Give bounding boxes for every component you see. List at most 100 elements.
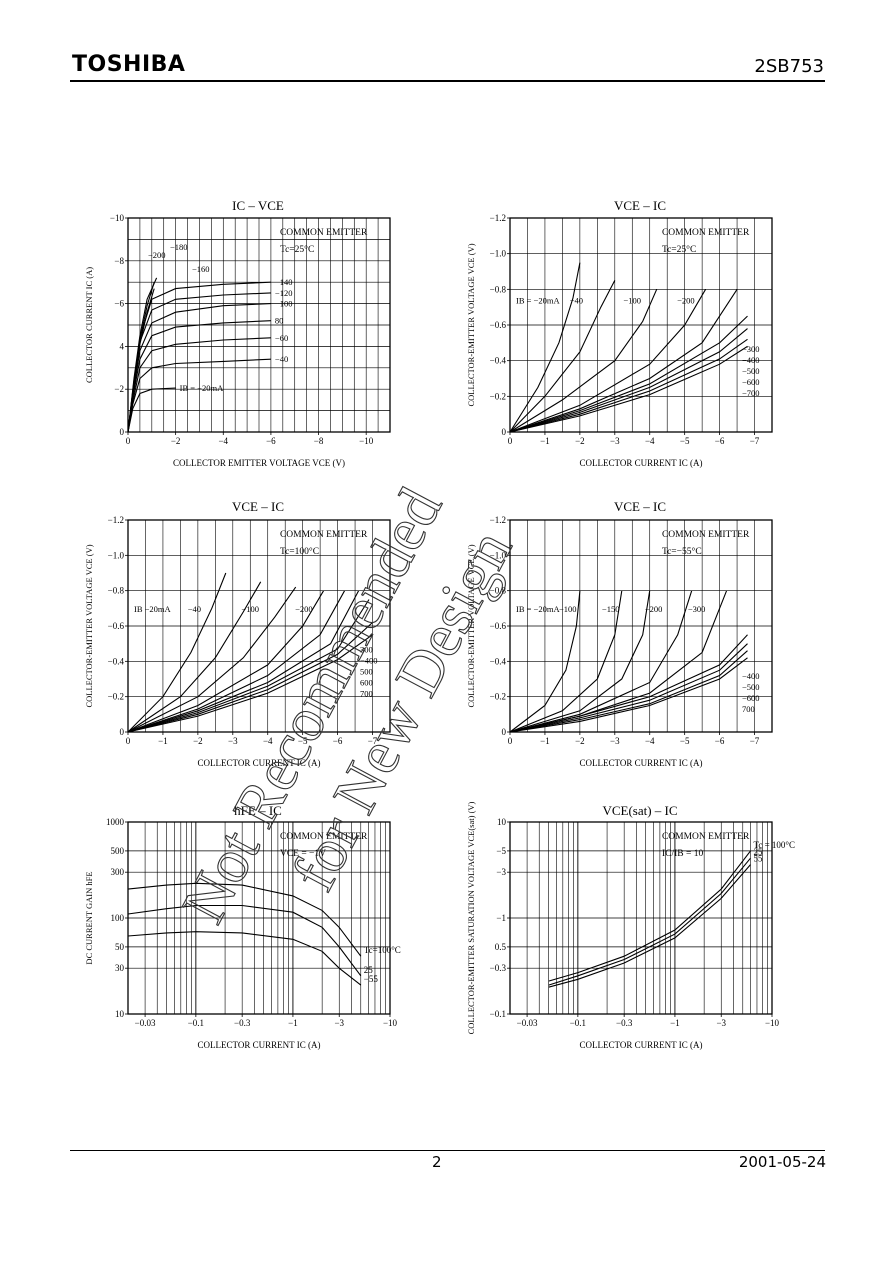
series-line [127,586,297,733]
y-axis-label: COLLECTOR-EMITTER VOLTAGE VCE (V) [84,544,94,707]
curve-label: −100 [559,604,577,614]
y-tick-label: 30 [115,963,125,973]
series-line [127,337,271,433]
series-line [509,315,748,433]
chart-annotation: Tc=25°C [662,244,696,255]
footer-rule [70,1150,825,1151]
series-line [509,280,616,433]
series-line [127,358,271,433]
x-tick-label: 0 [508,736,513,746]
curve-label: IB = −20mA [516,604,560,614]
curve-label: 700 [360,689,373,699]
series-line [509,590,623,733]
chart-annotation: COMMON EMITTER [280,228,368,238]
x-tick-label: −10 [765,1018,780,1028]
y-tick-label: −1.2 [490,213,506,223]
x-tick-label: −4 [263,736,273,746]
series-line [509,590,581,733]
curve-label: −40 [188,604,201,614]
x-axis-label: COLLECTOR CURRENT IC (A) [580,758,703,768]
series-line [509,657,748,733]
x-axis-label: COLLECTOR CURRENT IC (A) [580,1040,703,1050]
series-label: 25 [364,965,374,975]
y-tick-label: 10 [497,817,507,827]
chart-vce_ic_m55: 0 −1 −2 −3 −4 −5 −6 −7 0 −0.2 −0.4 −0.6 −0.8 −1.0 −1.2… [466,499,773,768]
chart-title: hFE – IC [234,803,282,818]
series-line [509,328,748,433]
x-tick-label: 0 [508,436,513,446]
x-tick-label: −10 [383,1018,398,1028]
x-tick-label: −1 [158,736,168,746]
x-tick-label: −3 [610,736,620,746]
curve-label: −200 [645,604,663,614]
x-tick-label: −7 [368,736,378,746]
y-tick-label: 4 [120,341,125,351]
y-tick-label: −0.2 [490,692,506,702]
curve-label: 300 [360,645,373,655]
chart-title: VCE – IC [614,499,666,514]
y-axis-label: DC CURRENT GAIN hFE [84,871,94,964]
series-line [127,634,373,733]
chart-annotation: COMMON EMITTER [662,228,750,238]
y-axis-label: COLLECTOR-EMITTER VOLTAGE VCE (V) [466,544,476,707]
series-line [127,572,227,733]
curve-label: 600 [360,678,373,688]
series-label: Tc=100°C [364,945,401,955]
curve-label: −600 [742,693,760,703]
chart-vce_ic_100: 0 −1 −2 −3 −4 −5 −6 −7 0 −0.2 −0.4 −0.6 −0.8 −1.0 −1.2… [84,499,391,768]
curve-label: 80 [275,316,284,326]
series-line [127,622,373,733]
y-tick-label: 1000 [106,817,125,827]
x-tick-label: −0.3 [234,1018,251,1028]
chart-annotation: Tc=100°C [280,546,319,557]
curve-label: −300 [688,604,706,614]
brand-logo: TOSHIBA [72,52,186,77]
y-tick-label: −0.6 [490,320,507,330]
x-axis-label: COLLECTOR EMITTER VOLTAGE VCE (V) [173,458,345,468]
curve-label: −40 [570,296,583,306]
curve-label: −400 [742,671,760,681]
y-tick-label: 0 [502,727,507,737]
y-tick-label: −10 [110,213,125,223]
x-tick-label: −8 [314,436,324,446]
curve-label: −200 [677,296,695,306]
y-axis-label: COLLECTOR-EMITTER VOLTAGE VCE (V) [466,243,476,406]
y-tick-label: −1.0 [490,550,507,560]
x-tick-label: −1 [670,1018,680,1028]
x-tick-label: −4 [645,736,655,746]
x-tick-label: −6 [715,736,725,746]
x-tick-label: 0 [126,436,131,446]
y-tick-label: −2 [114,384,124,394]
plot-frame [127,217,391,433]
chart-annotation: COMMON EMITTER [280,530,368,540]
curve-label: −600 [742,377,760,387]
curve-label: −60 [275,333,288,343]
x-tick-label: −2 [171,436,181,446]
curve-label: IB = −20mA [516,296,560,306]
y-tick-label: −3 [496,867,506,877]
part-number: 2SB753 [754,56,824,77]
x-tick-label: −0.1 [188,1018,204,1028]
curve-label: −400 [360,656,378,666]
x-tick-label: −0.1 [570,1018,586,1028]
curve-label: −400 [742,355,760,365]
curve-label: −100 [241,604,259,614]
y-tick-label: −0.8 [108,586,125,596]
y-tick-label: −1.2 [108,515,124,525]
y-tick-label: −6 [114,299,124,309]
y-tick-label: −1.0 [490,249,507,259]
series-line [509,590,651,733]
y-tick-label: 500 [111,846,125,856]
series-line [509,289,707,433]
y-tick-label: 100 [111,913,125,923]
x-axis-label: COLLECTOR CURRENT IC (A) [198,1040,321,1050]
x-tick-label: −6 [333,736,343,746]
series-line [548,857,751,986]
series-line [509,262,581,433]
x-axis-label: COLLECTOR CURRENT IC (A) [198,758,321,768]
x-tick-label: −1 [540,736,550,746]
x-tick-label: −4 [645,436,655,446]
series-line [509,288,738,433]
curve-label: −100 [623,296,641,306]
y-tick-label: −8 [114,256,124,266]
